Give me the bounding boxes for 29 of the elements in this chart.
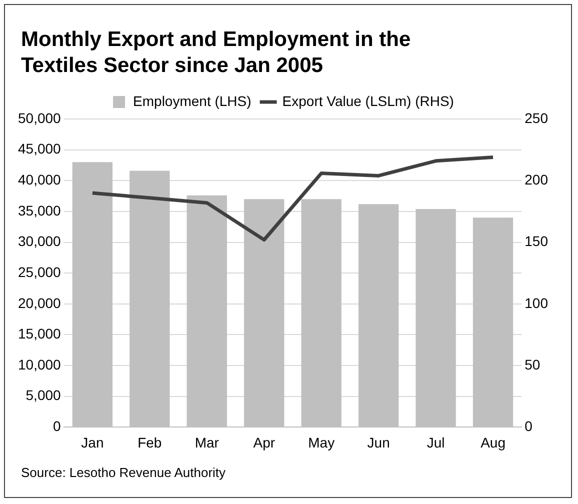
y2-tick-label: 200 [524,172,548,188]
x-tick-label: Mar [194,434,220,450]
y-tick-label: 35,000 [18,202,62,218]
y-tick-label: 0 [53,418,62,434]
source-note: Source: Lesotho Revenue Authority [21,465,226,480]
y-tick-label: 40,000 [18,172,62,188]
y2-tick-label: 0 [524,418,533,434]
chart-title: Monthly Export and Employment in the Textiles Sector since Jan 2005 [21,27,412,79]
x-tick-label: Feb [138,434,162,450]
y-tick-label: 5,000 [26,387,62,404]
x-tick-label: Jul [426,434,445,450]
y2-tick-label: 250 [524,110,548,126]
y2-tick-label: 50 [524,356,540,372]
y2-tick-label: 150 [524,233,548,250]
legend-label: Export Value (LSLm) (RHS) [282,92,454,109]
y-tick-label: 20,000 [18,294,62,311]
x-tick-label: Jun [367,434,390,450]
y-tick-label: 25,000 [18,264,62,280]
y-tick-label: 45,000 [18,140,62,157]
y-tick-label: 15,000 [18,326,62,342]
x-tick-label: Jan [81,434,104,450]
x-tick-label: Apr [253,434,276,450]
x-tick-label: Aug [480,434,506,450]
y-tick-label: 50,000 [18,110,62,126]
y-tick-label: 10,000 [18,356,62,372]
legend-label: Employment (LHS) [133,92,252,109]
x-tick-label: May [308,434,335,450]
y-tick-label: 30,000 [18,233,62,250]
y2-tick-label: 100 [524,294,548,311]
